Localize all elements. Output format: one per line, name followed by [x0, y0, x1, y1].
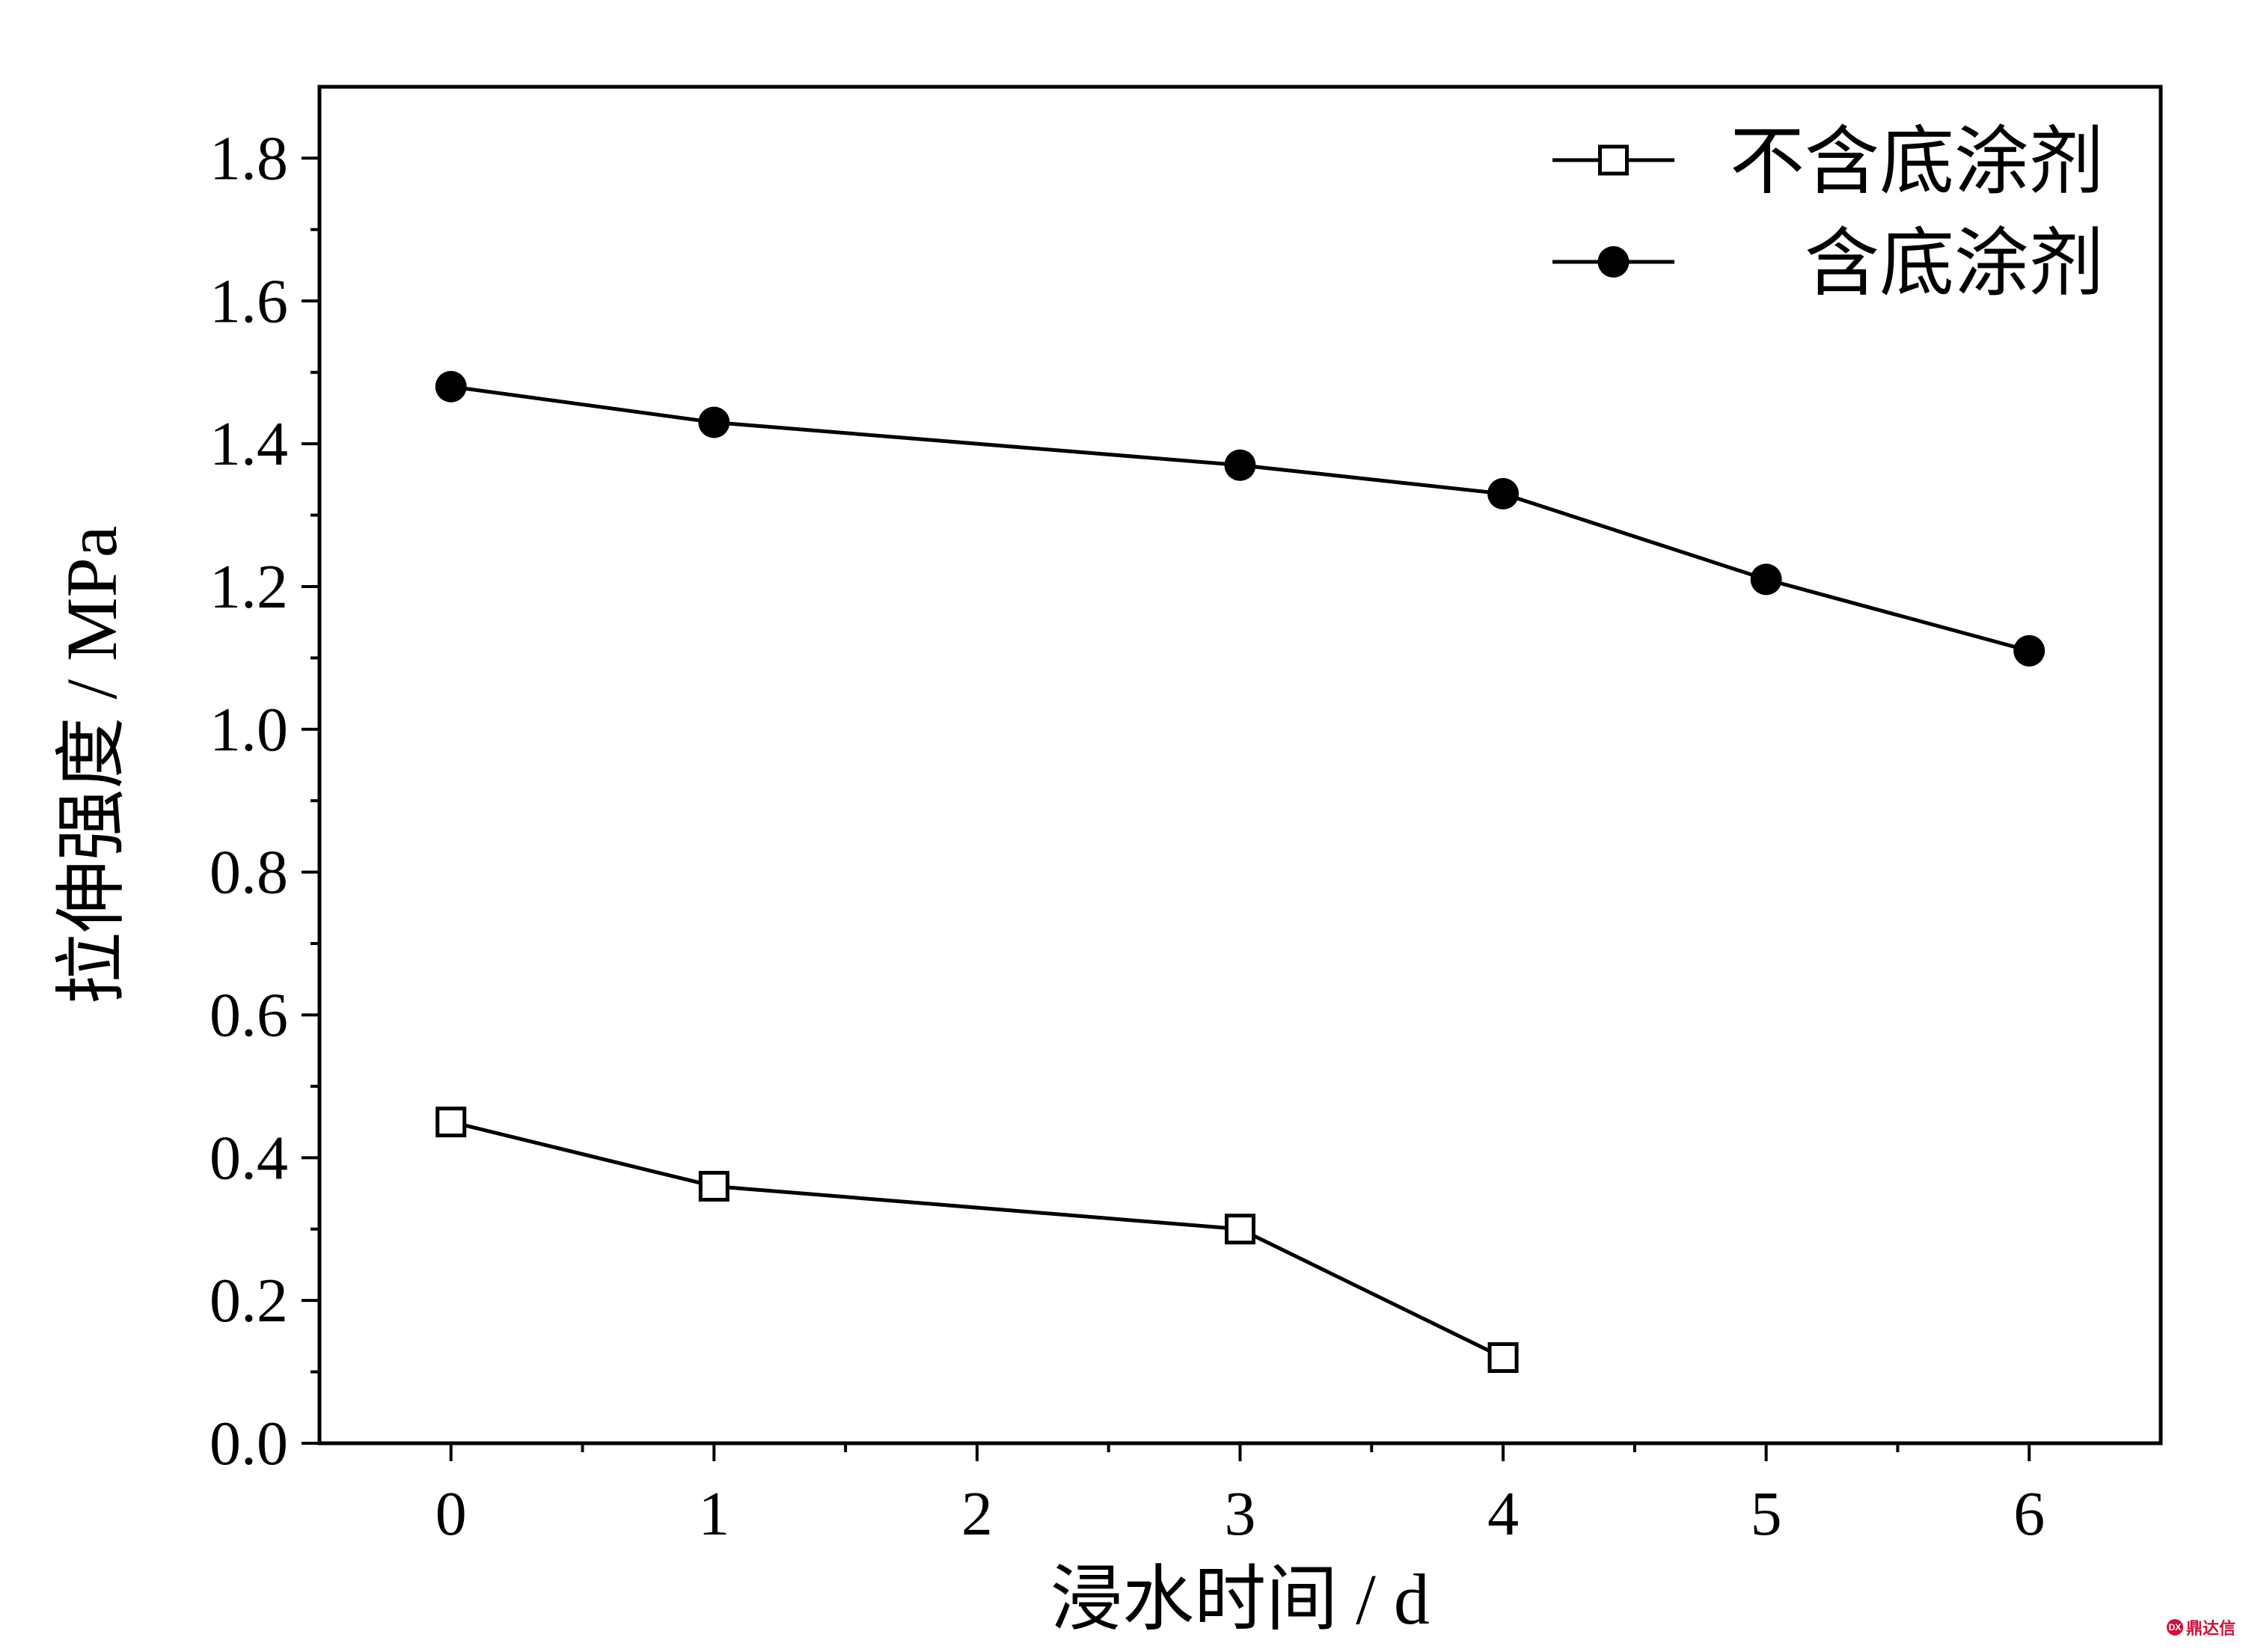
data-point-square [435, 1107, 467, 1138]
legend-marker-circle [1597, 246, 1630, 278]
watermark: DX 鼎达信 [2166, 1615, 2236, 1639]
data-point-square [1225, 1214, 1255, 1245]
y-tick-label: 1.8 [209, 123, 288, 193]
legend-marker-square [1598, 144, 1629, 176]
data-point-circle [435, 370, 467, 403]
x-tick-label: 0 [435, 1479, 467, 1549]
data-point-square [1487, 1342, 1519, 1373]
x-tick-label: 2 [961, 1479, 993, 1549]
watermark-logo-icon: DX [2166, 1619, 2183, 1636]
y-tick-label: 1.6 [209, 266, 288, 336]
x-tick-label: 6 [2013, 1479, 2045, 1549]
y-tick-label: 0.0 [209, 1409, 288, 1478]
watermark-text: 鼎达信 [2185, 1619, 2236, 1638]
y-tick-label: 0.2 [209, 1266, 288, 1336]
y-tick-label: 1.4 [209, 409, 288, 479]
x-tick-label: 1 [698, 1479, 729, 1549]
x-tick-label: 3 [1225, 1479, 1256, 1549]
data-point-circle [2013, 634, 2045, 667]
y-tick-label: 0.4 [209, 1123, 288, 1193]
y-tick-label: 0.8 [209, 838, 288, 908]
data-point-circle [1750, 563, 1782, 596]
y-tick-label: 0.6 [209, 980, 288, 1050]
data-point-circle [1487, 477, 1520, 510]
x-axis-title: 浸水时间 / d [1050, 1559, 1430, 1639]
legend-label: 含底涂剂 [1805, 222, 2104, 305]
data-point-circle [1224, 449, 1256, 481]
data-point-square [698, 1170, 729, 1202]
series-line-1 [450, 1120, 1505, 1359]
y-axis-title: 拉伸强度 / MPa [52, 525, 132, 1004]
data-point-circle [698, 406, 730, 438]
x-tick-label: 5 [1751, 1479, 1782, 1549]
legend-label: 不含底涂剂 [1730, 120, 2104, 204]
y-tick-label: 1.2 [209, 552, 288, 622]
x-tick-label: 4 [1487, 1479, 1519, 1549]
y-tick-label: 1.0 [209, 695, 288, 765]
series-line-2 [450, 385, 2030, 653]
